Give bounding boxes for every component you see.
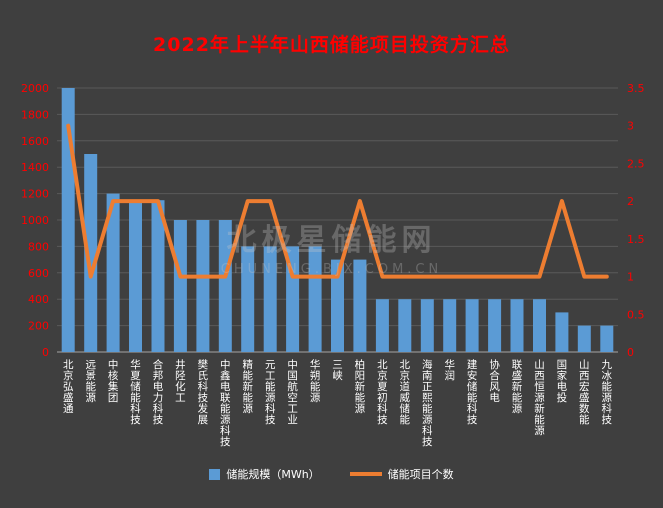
bar-series-swatch-icon (209, 468, 221, 480)
category-label: 樊氏科技发展 (198, 358, 209, 426)
category-label: 山西宏盛数能 (579, 359, 590, 426)
category-label: 三峡 (332, 359, 343, 382)
bar (106, 193, 120, 352)
bar (577, 325, 591, 352)
bar (420, 299, 434, 352)
bar (555, 312, 569, 352)
right-axis-tick-label: 1 (627, 271, 634, 284)
bar (443, 299, 457, 352)
category-label: 协合风电 (489, 358, 500, 404)
legend-label-project-count: 储能项目个数 (387, 468, 454, 481)
bar (218, 220, 232, 352)
bar (241, 246, 255, 352)
right-axis-tick-label: 3 (627, 120, 634, 133)
bar (375, 299, 389, 352)
left-axis-tick-label: 400 (28, 293, 49, 306)
right-axis-tick-label: 0 (627, 346, 634, 359)
bar (196, 220, 210, 352)
category-label: 中国航空工业 (287, 358, 298, 426)
left-axis-tick-label: 1800 (21, 108, 49, 121)
legend-item-project-count: 储能项目个数 (349, 466, 454, 482)
category-label: 九冰能源科技 (602, 359, 613, 426)
category-label: 北京道威储能 (400, 359, 411, 426)
bar (600, 325, 614, 352)
line-series (66, 123, 609, 279)
bar (353, 259, 367, 352)
bar (286, 246, 300, 352)
chart-title: 2022年上半年山西储能项目投资方汇总 (153, 34, 510, 56)
line-series-swatch-icon (349, 472, 382, 476)
category-label: 国家电投 (557, 359, 568, 404)
bar (129, 200, 142, 352)
left-axis-tick-label: 0 (42, 346, 49, 359)
bar (173, 220, 187, 352)
category-label: 柏阳新能源 (355, 358, 366, 415)
bar (263, 246, 277, 352)
right-axis-tick-label: 0.5 (627, 308, 645, 321)
category-label: 中鑫电联能源科技 (220, 358, 231, 448)
left-axis-tick-label: 800 (28, 240, 49, 253)
right-axis-tick-label: 1.5 (627, 233, 645, 246)
category-label: 北京弘盛通 (63, 359, 74, 415)
left-axis-tick-label: 600 (28, 267, 49, 280)
category-label: 合邦电力科技 (153, 358, 164, 426)
category-label: 精能新能源 (242, 358, 253, 415)
category-label: 中核集团 (108, 358, 119, 404)
legend-item-storage-scale: 储能规模（MWh） (209, 466, 320, 482)
left-axis-tick-label: 1200 (21, 188, 49, 201)
category-label: 华夏储能科技 (130, 358, 141, 426)
legend-label-storage-scale: 储能规模（MWh） (226, 468, 320, 481)
category-label: 远景能源 (85, 359, 96, 404)
category-label: 元工能源科技 (265, 359, 276, 426)
left-axis-tick-label: 1400 (21, 161, 49, 174)
category-label: 联盛新能源 (512, 359, 523, 415)
left-axis-tick-label: 200 (28, 320, 49, 333)
category-label: 华朔能源 (310, 358, 321, 404)
category-label: 华润 (444, 358, 455, 382)
category-label: 海南正熙能源科技 (422, 358, 433, 448)
bar (465, 299, 479, 352)
bar (151, 200, 165, 352)
right-axis-tick-label: 3.5 (627, 82, 645, 95)
bar (308, 246, 322, 352)
bar (488, 299, 502, 352)
category-label: 建安储能科技 (467, 358, 478, 426)
category-label: 山西恒源新能源 (534, 359, 545, 437)
category-label: 井陉化工 (175, 358, 186, 404)
bar (510, 299, 524, 352)
bar (533, 299, 546, 352)
chart-legend: 储能规模（MWh） 储能项目个数 (0, 466, 663, 482)
left-axis-tick-label: 2000 (21, 82, 49, 95)
left-axis-tick-label: 1600 (21, 135, 49, 148)
bar (331, 259, 344, 352)
right-axis-tick-label: 2.5 (627, 157, 645, 170)
bar (398, 299, 412, 352)
bar (84, 154, 98, 352)
category-label: 北京夏初科技 (377, 359, 388, 426)
left-axis-tick-label: 1000 (21, 214, 49, 227)
right-axis-tick-label: 2 (627, 195, 634, 208)
